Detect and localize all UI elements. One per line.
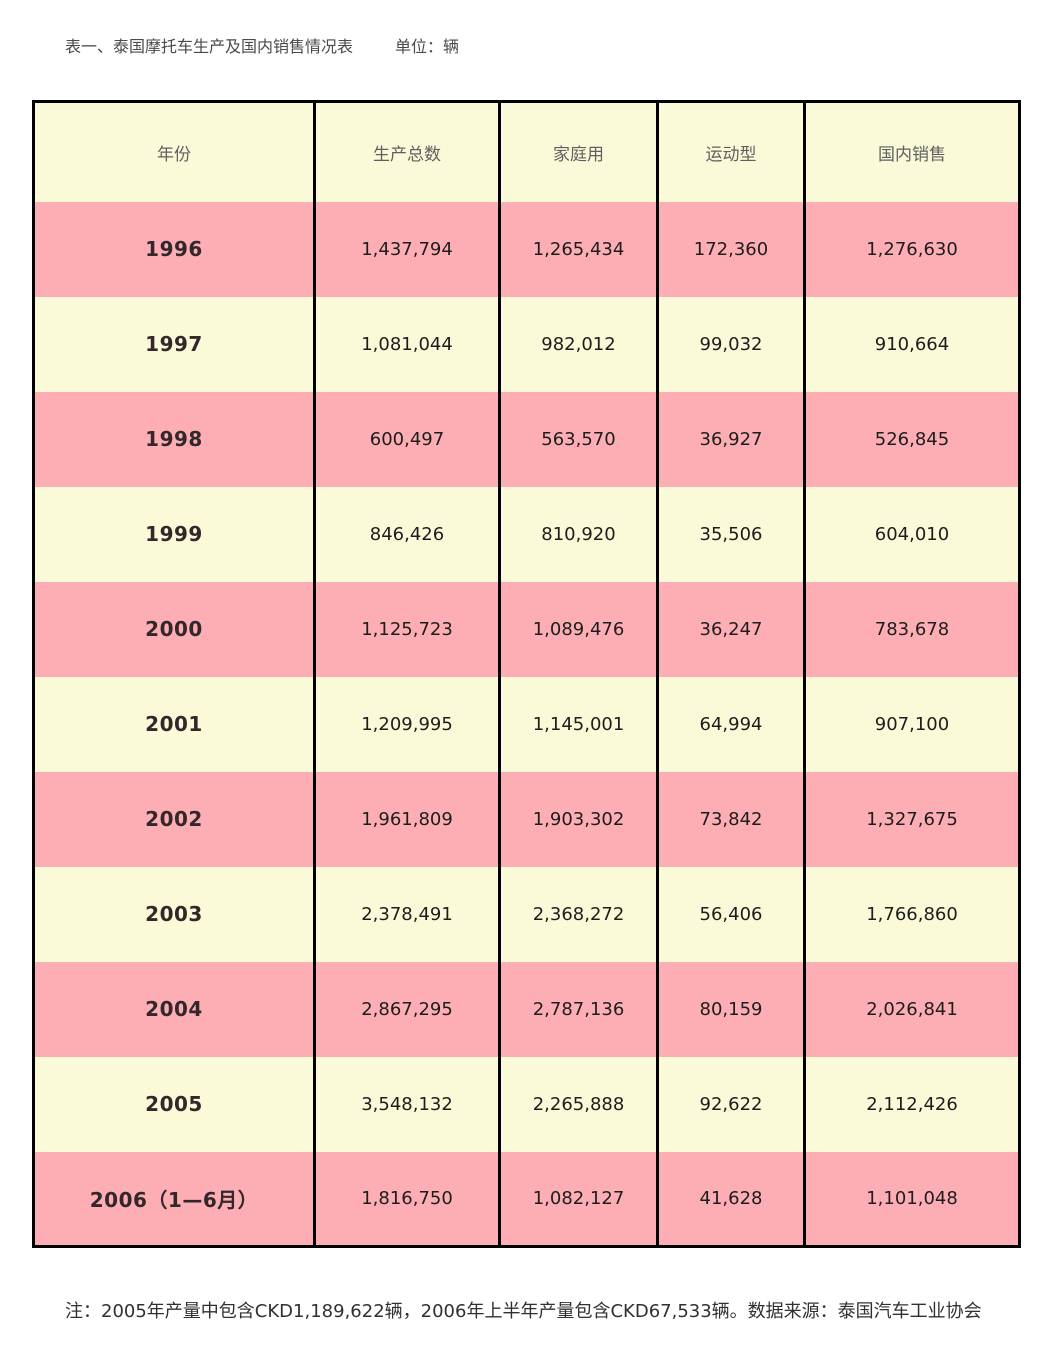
year-cell: 2006（1—6月） (32, 1151, 316, 1247)
value-cell: 99,032 (656, 296, 806, 392)
table-row: 2005 3,548,132 2,265,888 92,622 2,112,426 (32, 1056, 1021, 1152)
value-cell: 36,927 (656, 391, 806, 487)
table-header: 年份 生产总数 家庭用 运动型 国内销售 (32, 101, 1021, 202)
value-cell: 1,089,476 (498, 581, 659, 677)
value-cell: 1,081,044 (313, 296, 501, 392)
value-cell: 2,026,841 (803, 961, 1021, 1057)
value-cell: 1,327,675 (803, 771, 1021, 867)
production-sales-table: 年份 生产总数 家庭用 运动型 国内销售 1996 1,437,794 1,265,434 1… (32, 100, 1021, 1248)
value-cell: 1,903,302 (498, 771, 659, 867)
footnote: 注：2005年产量中包含CKD1,189,622辆，2006年上半年产量包含CK… (65, 1301, 982, 1322)
year-cell: 1996 (32, 201, 316, 297)
value-cell: 92,622 (656, 1056, 806, 1152)
value-cell: 36,247 (656, 581, 806, 677)
column-header-0: 年份 (32, 101, 316, 202)
year-cell: 2004 (32, 961, 316, 1057)
value-cell: 1,082,127 (498, 1151, 659, 1247)
value-cell: 982,012 (498, 296, 659, 392)
year-cell: 2001 (32, 676, 316, 772)
value-cell: 56,406 (656, 866, 806, 962)
year-cell: 2005 (32, 1056, 316, 1152)
column-header-2: 家庭用 (498, 101, 659, 202)
value-cell: 2,265,888 (498, 1056, 659, 1152)
year-cell: 1997 (32, 296, 316, 392)
value-cell: 810,920 (498, 486, 659, 582)
value-cell: 1,766,860 (803, 866, 1021, 962)
table-row: 2002 1,961,809 1,903,302 73,842 1,327,675 (32, 771, 1021, 867)
value-cell: 910,664 (803, 296, 1021, 392)
table-row: 2004 2,867,295 2,787,136 80,159 2,026,841 (32, 961, 1021, 1057)
table-row: 2001 1,209,995 1,145,001 64,994 907,100 (32, 676, 1021, 772)
value-cell: 600,497 (313, 391, 501, 487)
table-row: 2003 2,378,491 2,368,272 56,406 1,766,860 (32, 866, 1021, 962)
value-cell: 526,845 (803, 391, 1021, 487)
value-cell: 1,276,630 (803, 201, 1021, 297)
table-row: 1999 846,426 810,920 35,506 604,010 (32, 486, 1021, 582)
table-row: 1998 600,497 563,570 36,927 526,845 (32, 391, 1021, 487)
value-cell: 1,961,809 (313, 771, 501, 867)
table-row: 1997 1,081,044 982,012 99,032 910,664 (32, 296, 1021, 392)
value-cell: 2,112,426 (803, 1056, 1021, 1152)
value-cell: 41,628 (656, 1151, 806, 1247)
value-cell: 1,816,750 (313, 1151, 501, 1247)
value-cell: 783,678 (803, 581, 1021, 677)
value-cell: 80,159 (656, 961, 806, 1057)
value-cell: 1,101,048 (803, 1151, 1021, 1247)
table-row: 1996 1,437,794 1,265,434 172,360 1,276,630 (32, 201, 1021, 297)
value-cell: 846,426 (313, 486, 501, 582)
value-cell: 1,125,723 (313, 581, 501, 677)
year-cell: 2000 (32, 581, 316, 677)
table-caption: 表一、泰国摩托车生产及国内销售情况表 (65, 37, 354, 56)
value-cell: 172,360 (656, 201, 806, 297)
value-cell: 1,265,434 (498, 201, 659, 297)
year-cell: 1999 (32, 486, 316, 582)
table-row: 2000 1,125,723 1,089,476 36,247 783,678 (32, 581, 1021, 677)
header-row: 年份 生产总数 家庭用 运动型 国内销售 (32, 101, 1021, 202)
value-cell: 64,994 (656, 676, 806, 772)
year-cell: 2003 (32, 866, 316, 962)
column-header-1: 生产总数 (313, 101, 501, 202)
table-row: 2006（1—6月） 1,816,750 1,082,127 41,628 1,101,… (32, 1151, 1021, 1247)
unit-label: 单位：辆 (395, 37, 460, 56)
value-cell: 35,506 (656, 486, 806, 582)
value-cell: 2,787,136 (498, 961, 659, 1057)
value-cell: 73,842 (656, 771, 806, 867)
value-cell: 1,437,794 (313, 201, 501, 297)
year-cell: 2002 (32, 771, 316, 867)
value-cell: 2,867,295 (313, 961, 501, 1057)
value-cell: 2,378,491 (313, 866, 501, 962)
document-title: 表一、泰国摩托车生产及国内销售情况表 单位：辆 (65, 33, 459, 57)
value-cell: 604,010 (803, 486, 1021, 582)
value-cell: 1,145,001 (498, 676, 659, 772)
table-body: 1996 1,437,794 1,265,434 172,360 1,276,630 19… (32, 201, 1021, 1247)
value-cell: 563,570 (498, 391, 659, 487)
value-cell: 2,368,272 (498, 866, 659, 962)
column-header-4: 国内销售 (803, 101, 1021, 202)
value-cell: 907,100 (803, 676, 1021, 772)
value-cell: 3,548,132 (313, 1056, 501, 1152)
year-cell: 1998 (32, 391, 316, 487)
value-cell: 1,209,995 (313, 676, 501, 772)
column-header-3: 运动型 (656, 101, 806, 202)
